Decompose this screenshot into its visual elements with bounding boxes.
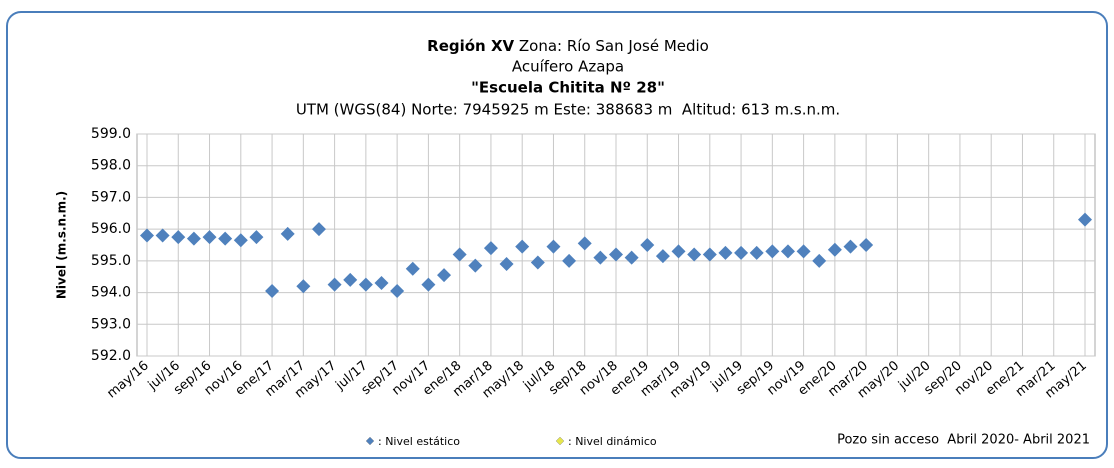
point [374,276,389,291]
point [609,247,623,262]
point [859,238,874,252]
chart-title: Región XV [427,37,514,55]
y-axis-label: Nivel (m.s.n.m.) [55,191,69,299]
point [546,239,561,254]
point [249,230,264,245]
point [202,230,217,245]
point [233,233,248,248]
point [343,272,358,287]
point [718,245,733,260]
point [515,239,530,254]
point [812,253,827,268]
point [155,228,170,243]
point [671,244,686,259]
point [655,249,670,264]
point [765,244,780,259]
point [452,247,467,262]
y-tick-label: 592.0 [91,348,131,364]
legend-marker [555,436,565,446]
point [734,245,749,260]
point [640,238,655,252]
point [140,228,154,243]
well: "Escuela Chitita Nº 28" [471,79,665,97]
point [827,242,842,257]
point [265,283,280,298]
point [390,283,405,298]
point [796,244,811,259]
y-tick-label: 598.0 [91,158,131,174]
location: UTM (WGS(84) Norte: 7945925 m Este: 3886… [296,101,840,119]
point [843,239,858,254]
legend-marker [365,436,375,446]
legend-label: : Nivel dinámico [568,435,657,448]
legend-label: : Nivel estático [378,435,460,448]
point [405,261,420,276]
zone: Zona: Río San José Medio [519,37,709,55]
point [624,250,639,265]
point [687,247,702,262]
point [593,250,608,265]
point [562,253,577,268]
y-tick-label: 595.0 [91,253,131,269]
point [280,226,295,241]
point [483,241,498,256]
point [437,268,452,283]
point [577,236,592,251]
point [702,247,717,262]
y-tick-label: 594.0 [91,285,131,301]
title-line: Región XV Zona: Río San José Medio [427,37,709,55]
point [749,245,764,260]
y-tick-label: 593.0 [91,316,131,332]
y-tick-label: 599.0 [91,126,131,142]
point [296,279,311,294]
point [530,255,545,270]
point [421,277,436,292]
point [358,277,373,292]
point [186,231,201,246]
annotation: Pozo sin acceso Abril 2020- Abril 2021 [837,433,1090,448]
point [327,277,342,292]
point [1078,212,1092,227]
y-tick-label: 596.0 [91,221,131,237]
aquifer: Acuífero Azapa [512,58,624,76]
y-tick-label: 597.0 [91,189,131,205]
point [218,231,233,246]
point [468,258,483,273]
point [171,230,186,245]
point [499,257,514,272]
point [311,222,326,237]
point [780,244,795,259]
